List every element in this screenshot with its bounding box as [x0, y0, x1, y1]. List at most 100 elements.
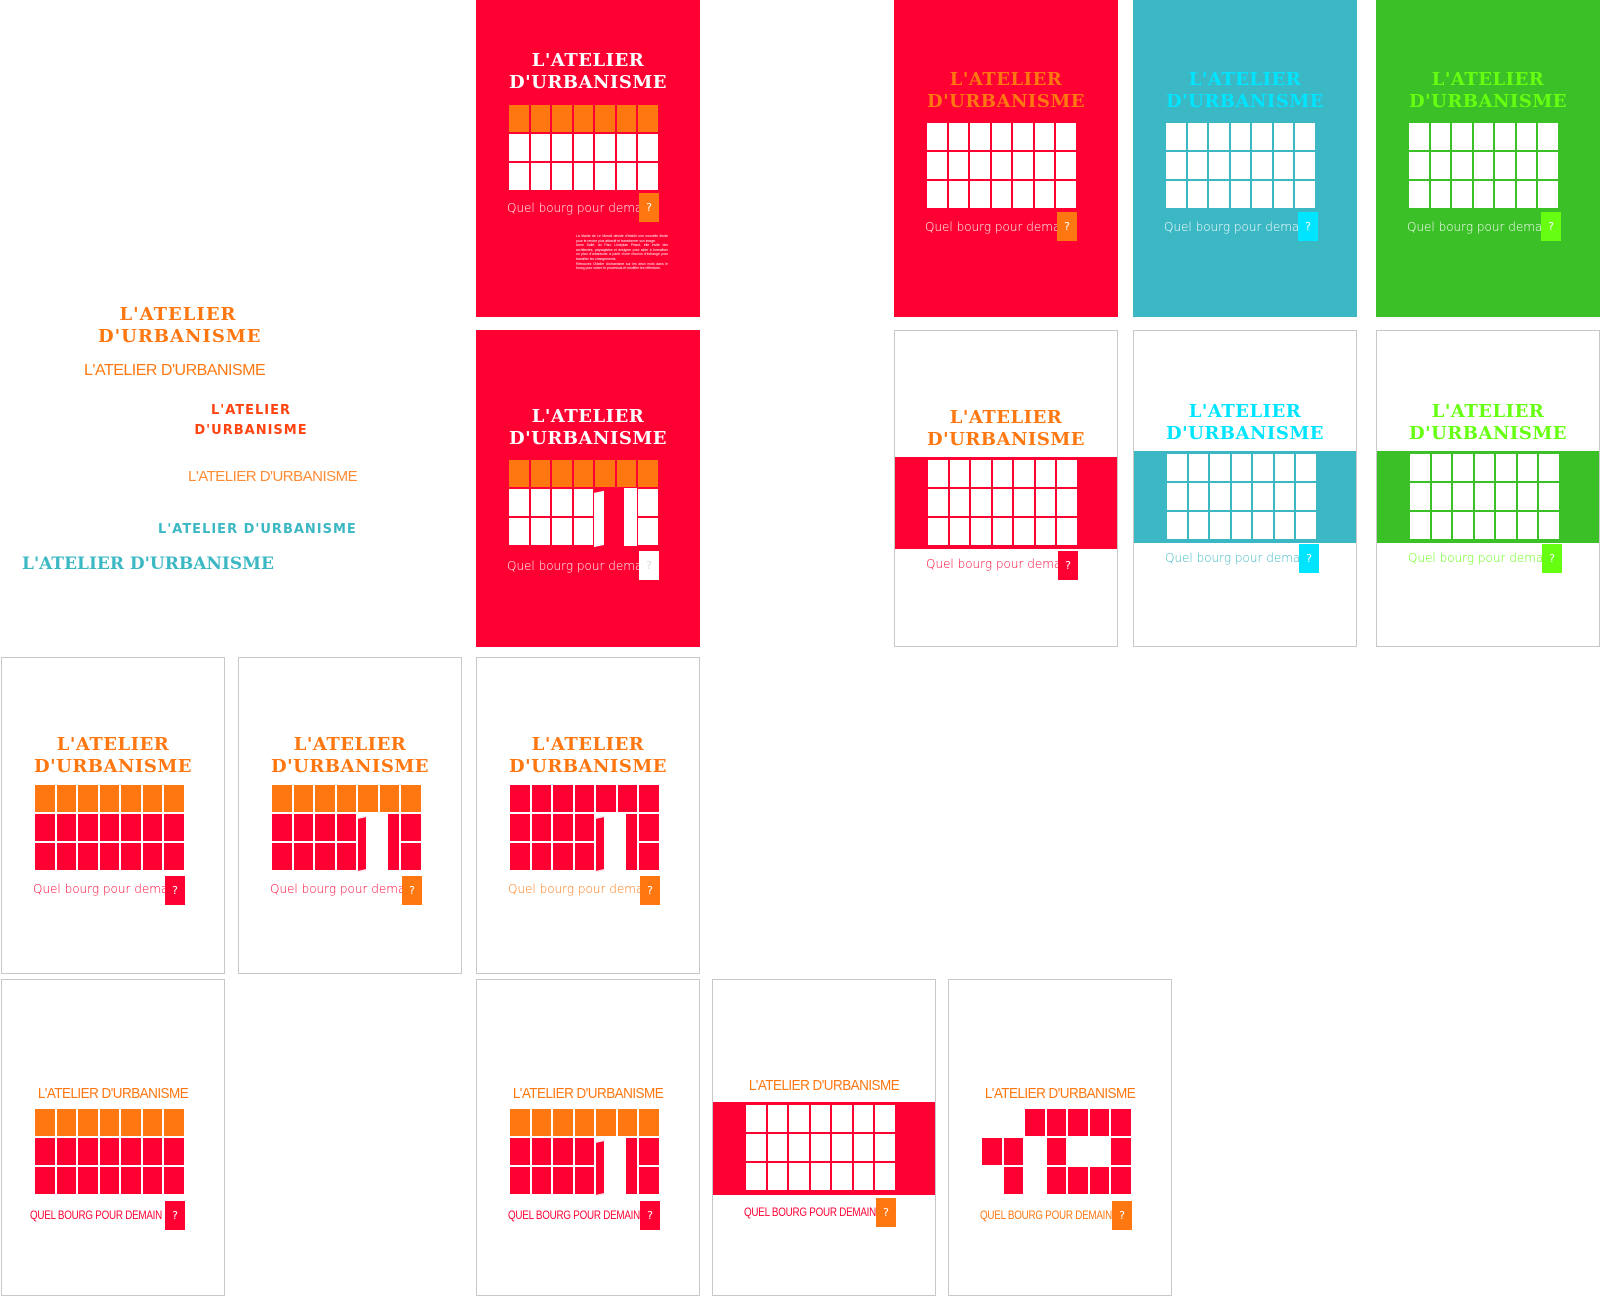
grid-cell	[1033, 151, 1055, 180]
grid-cell	[508, 488, 530, 517]
grid-cell	[1251, 151, 1273, 180]
poster-white-red-grid: L'ATELIER D'URBANISME Quel bourg pour dema…	[1, 657, 225, 974]
grid-cell	[292, 784, 314, 813]
window-grid	[1409, 453, 1560, 540]
grid-cell	[551, 459, 573, 488]
poster-title: L'ATELIER D'URBANISME	[1377, 402, 1599, 444]
grid-cell	[120, 1137, 142, 1166]
grid-cell	[1056, 488, 1078, 517]
tagline: Quel bourg pour demain	[1407, 220, 1554, 234]
grid-cell	[637, 488, 659, 517]
grid-cell	[163, 1166, 185, 1195]
grid-cell	[1430, 511, 1452, 540]
grid-cell	[1409, 482, 1431, 511]
grid-cell	[77, 813, 99, 842]
poster-title: L'ATELIER D'URBANISME	[476, 407, 700, 449]
grid-cell	[1067, 1166, 1089, 1195]
grid-cell	[551, 104, 573, 133]
poster-title: L'ATELIER D'URBANISME	[512, 1085, 664, 1102]
grid-cell	[1494, 180, 1516, 209]
grid-cell	[637, 162, 659, 191]
grid-cell	[1472, 122, 1494, 151]
grid-cell	[55, 813, 77, 842]
grid-cell	[1472, 180, 1494, 209]
poster-title: L'ATELIER D'URBANISME	[37, 1085, 189, 1102]
title-line1: L'ATELIER	[56, 734, 170, 755]
grid-cell	[1208, 122, 1230, 151]
grid-cell	[1067, 1108, 1089, 1137]
grid-cell	[852, 1133, 874, 1162]
grid-cell	[1110, 1166, 1132, 1195]
grid-cell	[594, 459, 616, 488]
grid-cell	[98, 784, 120, 813]
grid-cell	[1538, 511, 1560, 540]
grid-cell	[1229, 180, 1251, 209]
grid-cell	[969, 180, 991, 209]
grid-cell	[1088, 1108, 1110, 1137]
grid-cell	[1024, 1137, 1046, 1166]
grid-cell	[1033, 122, 1055, 151]
door-right-panel	[625, 813, 638, 871]
grid-cell	[1516, 453, 1538, 482]
question-mark-box: ?	[1058, 551, 1078, 580]
grid-cell	[852, 1104, 874, 1133]
poster-title: L'ATELIER D'URBANISME	[1134, 402, 1356, 444]
poster-teal-cyan: L'ATELIER D'URBANISME Quel bourg pour dema…	[1133, 0, 1357, 317]
grid-cell	[1166, 453, 1188, 482]
grid-cell	[357, 784, 379, 813]
logo-line2: D'URBANISME	[98, 326, 262, 347]
grid-cell	[1251, 122, 1273, 151]
grid-cell	[77, 1108, 99, 1137]
window-grid	[271, 784, 422, 873]
grid-cell	[788, 1162, 810, 1191]
grid-cell	[1209, 511, 1231, 540]
grid-cell	[970, 517, 992, 546]
grid-cell	[400, 842, 422, 871]
grid-cell	[1473, 511, 1495, 540]
grid-cell	[573, 1108, 595, 1137]
poster-title: L'ATELIER D'URBANISME	[748, 1077, 900, 1094]
question-mark-box: ?	[1112, 1201, 1132, 1230]
grid-cell	[616, 784, 638, 813]
title-line1: L'ATELIER	[1188, 69, 1302, 90]
grid-cell	[1186, 122, 1208, 151]
grid-cell	[1252, 453, 1274, 482]
grid-cell	[529, 133, 551, 162]
grid-cell	[1429, 122, 1451, 151]
grid-cell	[1409, 511, 1431, 540]
title-line1: L'ATELIER	[531, 734, 645, 755]
grid-cell	[1034, 517, 1056, 546]
logo-specimen-bold-stacked: L'ATELIER D'URBANISME	[184, 404, 318, 437]
grid-cell	[1055, 180, 1077, 209]
grid-cell	[34, 842, 56, 871]
question-mark-box: ?	[1299, 544, 1319, 573]
grid-cell	[1024, 1166, 1046, 1195]
door-left-panel	[595, 1139, 605, 1197]
tagline: QUEL BOURG POUR DEMAIN	[980, 1208, 1113, 1222]
grid-cell	[990, 180, 1012, 209]
grid-cell	[314, 813, 336, 842]
grid-cell	[981, 1137, 1003, 1166]
question-mark-box: ?	[640, 876, 660, 905]
grid-cell	[615, 133, 637, 162]
grid-cell	[1409, 453, 1431, 482]
grid-cell	[98, 1166, 120, 1195]
logo-specimen-condensed-orange: L'ATELIER D'URBANISME	[84, 362, 266, 379]
poster-title: L'ATELIER D'URBANISME	[476, 51, 700, 93]
grid-cell	[529, 162, 551, 191]
grid-cell	[981, 1166, 1003, 1195]
logo-specimen-serif-cyan: L'ATELIER D'URBANISME	[22, 554, 274, 574]
tagline: Quel bourg pour demain	[270, 882, 417, 896]
grid-cell	[141, 1166, 163, 1195]
title-line1: L'ATELIER	[293, 734, 407, 755]
grid-cell	[98, 1137, 120, 1166]
grid-cell	[55, 1137, 77, 1166]
question-mark-box: ?	[165, 1201, 185, 1230]
logo-specimen-stacked-orange: L'ATELIER D'URBANISME	[98, 306, 262, 347]
grid-cell	[615, 104, 637, 133]
grid-cell	[1515, 122, 1537, 151]
grid-cell	[981, 1108, 1003, 1137]
grid-cell	[1537, 151, 1559, 180]
grid-cell	[1002, 1137, 1024, 1166]
grid-cell	[637, 133, 659, 162]
